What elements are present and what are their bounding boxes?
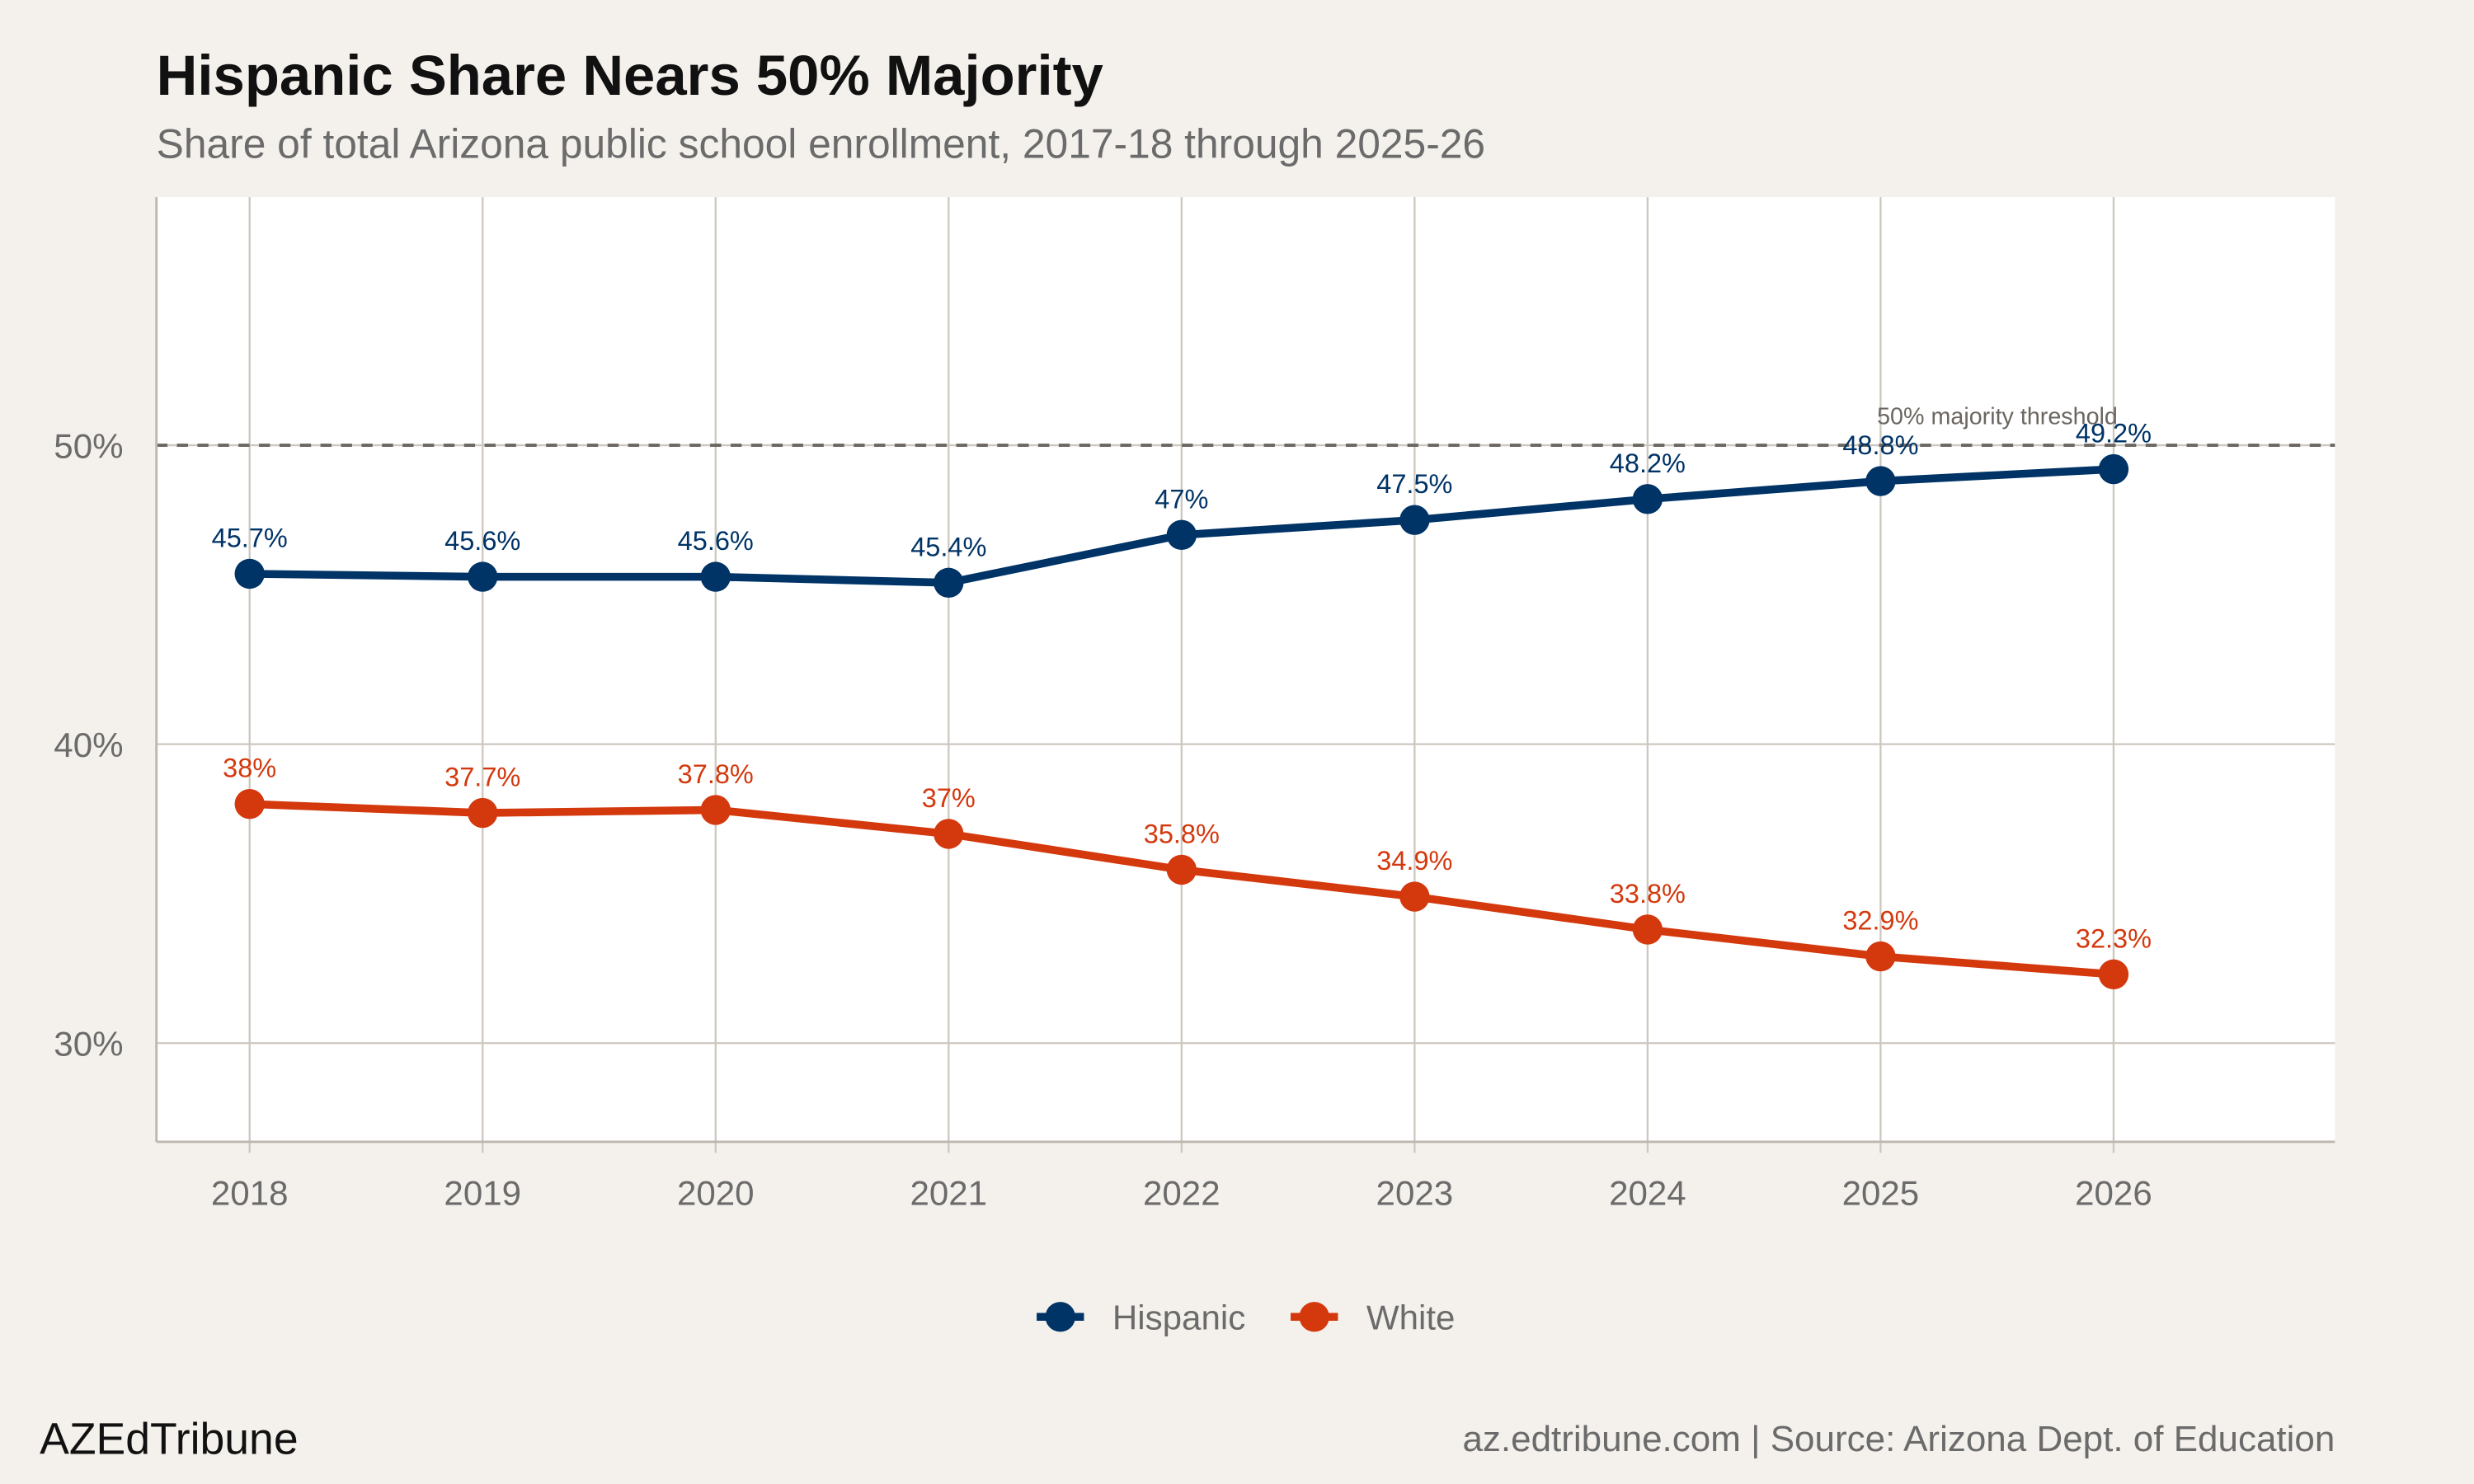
data-point-hispanic — [234, 558, 265, 589]
data-label-white: 32.9% — [1842, 906, 1918, 936]
data-label-white: 37% — [922, 783, 976, 813]
data-point-hispanic — [468, 561, 498, 592]
data-point-white — [934, 819, 964, 849]
footer-source: az.edtribune.com | Source: Arizona Dept.… — [1462, 1419, 2335, 1459]
data-label-hispanic: 48.2% — [1610, 448, 1686, 478]
y-tick-label: 30% — [54, 1025, 123, 1064]
y-tick-label: 40% — [54, 726, 123, 764]
data-point-white — [2098, 959, 2129, 990]
data-label-hispanic: 45.6% — [678, 526, 754, 556]
chart-subtitle: Share of total Arizona public school enr… — [157, 120, 1485, 167]
data-point-hispanic — [1632, 484, 1663, 514]
data-point-hispanic — [2098, 453, 2129, 485]
data-point-white — [1399, 881, 1430, 912]
data-point-white — [1632, 914, 1663, 945]
data-point-white — [1865, 941, 1896, 972]
data-label-hispanic: 49.2% — [2076, 419, 2152, 448]
x-tick-label: 2022 — [1143, 1173, 1221, 1212]
data-point-hispanic — [1865, 466, 1896, 496]
data-label-white: 32.3% — [2076, 923, 2152, 953]
x-tick-label: 2025 — [1842, 1173, 1920, 1212]
plot-panel — [156, 197, 2335, 1142]
data-point-hispanic — [934, 567, 964, 599]
data-point-hispanic — [1166, 519, 1197, 551]
legend-label: Hispanic — [1112, 1298, 1245, 1337]
x-tick-label: 2019 — [444, 1173, 521, 1212]
legend: Hispanic White — [1037, 1298, 1455, 1337]
legend-key-marker — [1045, 1302, 1075, 1332]
reference-line-label: 50% majority threshold — [1877, 404, 2118, 430]
data-label-white: 38% — [223, 754, 276, 783]
x-tick-label: 2020 — [677, 1173, 755, 1212]
data-label-hispanic: 45.4% — [910, 532, 986, 561]
data-label-hispanic: 45.7% — [212, 523, 288, 552]
x-tick-label: 2023 — [1376, 1173, 1454, 1212]
footer-brand: AZEdTribune — [40, 1416, 299, 1464]
data-point-white — [1166, 854, 1197, 885]
data-point-white — [700, 795, 731, 825]
chart-title: Hispanic Share Nears 50% Majority — [157, 44, 1103, 107]
data-point-white — [468, 797, 498, 829]
data-label-hispanic: 45.6% — [444, 526, 520, 556]
data-label-white: 35.8% — [1144, 819, 1220, 848]
legend-key-marker — [1299, 1302, 1329, 1332]
data-label-hispanic: 47.5% — [1376, 469, 1452, 499]
y-tick-label: 50% — [54, 426, 123, 465]
data-point-hispanic — [1399, 505, 1430, 535]
data-label-white: 37.7% — [444, 763, 520, 792]
x-tick-label: 2024 — [1609, 1173, 1686, 1212]
data-point-white — [234, 789, 265, 819]
legend-label: White — [1366, 1298, 1456, 1337]
x-tick-label: 2021 — [910, 1173, 987, 1212]
data-label-hispanic: 48.8% — [1842, 430, 1918, 460]
data-point-hispanic — [700, 561, 731, 592]
data-label-hispanic: 47% — [1155, 484, 1208, 514]
data-label-white: 33.8% — [1610, 879, 1686, 909]
data-label-white: 34.9% — [1376, 846, 1452, 876]
x-tick-label: 2018 — [211, 1173, 289, 1212]
data-label-white: 37.8% — [678, 759, 754, 789]
x-tick-label: 2026 — [2075, 1173, 2152, 1212]
